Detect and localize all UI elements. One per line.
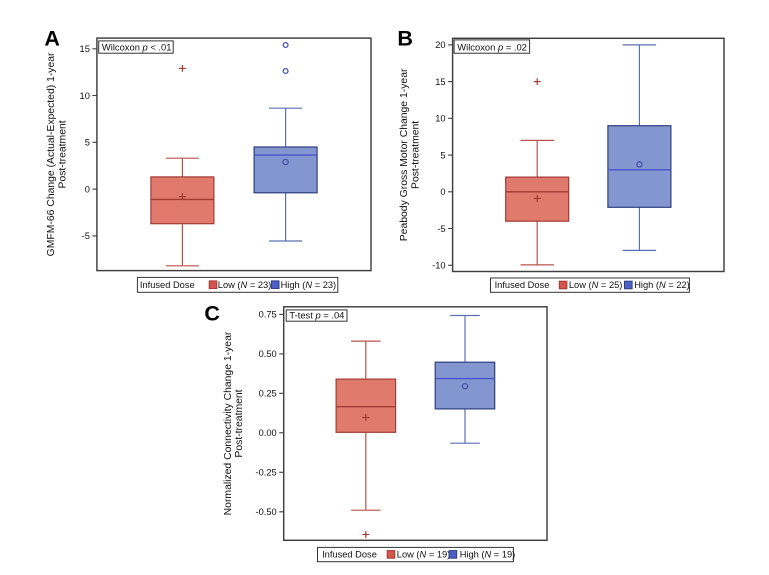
svg-text:5: 5 <box>85 138 90 148</box>
svg-text:-5: -5 <box>82 231 90 241</box>
svg-text:High (N = 23): High (N = 23) <box>281 280 337 290</box>
svg-text:Wilcoxon p < .01: Wilcoxon p < .01 <box>102 42 172 53</box>
svg-text:0.25: 0.25 <box>259 389 277 399</box>
svg-text:T-test p = .04: T-test p = .04 <box>289 310 344 321</box>
svg-text:-10: -10 <box>432 261 445 271</box>
svg-text:Infused Dose: Infused Dose <box>322 550 377 560</box>
svg-text:15: 15 <box>80 44 90 54</box>
svg-text:High (N = 19): High (N = 19) <box>460 550 516 560</box>
svg-text:Low (N = 23): Low (N = 23) <box>218 280 271 290</box>
svg-text:Post-treatment: Post-treatment <box>58 120 69 188</box>
svg-text:0: 0 <box>440 187 445 197</box>
svg-text:Infused Dose: Infused Dose <box>495 280 550 290</box>
svg-text:10: 10 <box>80 91 90 101</box>
svg-text:A: A <box>44 27 60 51</box>
svg-text:Post-treatment: Post-treatment <box>411 121 422 189</box>
svg-text:0.75: 0.75 <box>259 310 277 320</box>
svg-text:15: 15 <box>435 77 445 87</box>
svg-text:High (N = 22): High (N = 22) <box>634 280 690 290</box>
svg-text:10: 10 <box>435 114 445 124</box>
svg-text:0.50: 0.50 <box>259 349 277 359</box>
svg-text:C: C <box>204 302 220 326</box>
svg-text:Post-treatment: Post-treatment <box>234 389 245 457</box>
svg-text:Infused Dose: Infused Dose <box>140 280 195 290</box>
svg-text:B: B <box>397 27 413 51</box>
svg-text:Peabody Gross Motor Change 1-y: Peabody Gross Motor Change 1-year <box>399 68 410 241</box>
svg-text:0: 0 <box>85 184 90 194</box>
svg-text:5: 5 <box>440 150 445 160</box>
svg-text:0.00: 0.00 <box>259 428 277 438</box>
svg-text:Low (N = 19): Low (N = 19) <box>397 550 451 560</box>
svg-text:-0.50: -0.50 <box>255 507 276 517</box>
svg-text:Normalized Connectivity Change: Normalized Connectivity Change 1-year <box>223 331 234 515</box>
svg-text:-5: -5 <box>437 224 445 234</box>
svg-text:Wilcoxon p = .02: Wilcoxon p = .02 <box>457 42 527 53</box>
svg-text:Low (N = 25): Low (N = 25) <box>569 280 623 290</box>
svg-text:GMFM-66 Change (Actual-Expecte: GMFM-66 Change (Actual-Expected) 1-year <box>46 52 57 256</box>
svg-text:20: 20 <box>435 40 445 50</box>
svg-text:-0.25: -0.25 <box>255 468 276 478</box>
